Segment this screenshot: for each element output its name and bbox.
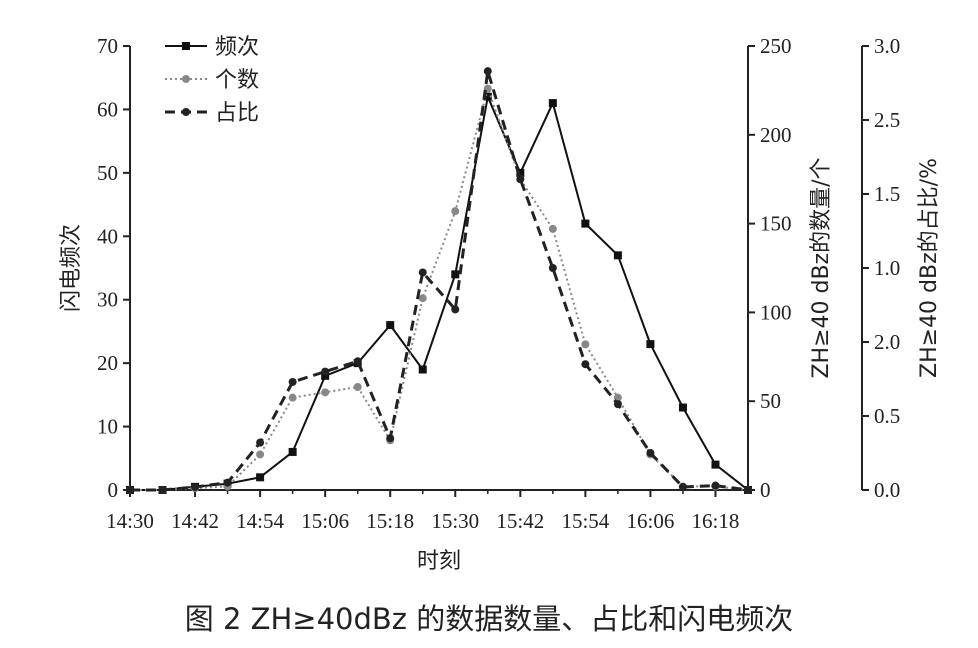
legend-item: 占比 bbox=[165, 101, 259, 126]
right2-tick-label: 2.0 bbox=[874, 330, 900, 354]
data-point bbox=[418, 365, 427, 374]
x-tick-label: 15:06 bbox=[301, 509, 349, 533]
data-point bbox=[581, 340, 590, 349]
data-point bbox=[451, 270, 460, 279]
legend-swatch-marker bbox=[182, 108, 190, 116]
data-point bbox=[646, 340, 655, 349]
legend-item: 个数 bbox=[165, 68, 259, 93]
right1-tick-label: 100 bbox=[760, 300, 792, 324]
series-layer bbox=[126, 67, 752, 494]
data-point bbox=[548, 99, 557, 108]
right1-axis-label: ZH≥40 dBz的数量/个 bbox=[809, 157, 834, 378]
data-point bbox=[516, 175, 525, 184]
x-tick-label: 16:06 bbox=[626, 509, 674, 533]
left-tick-label: 0 bbox=[108, 478, 119, 502]
data-point bbox=[678, 483, 687, 492]
data-point bbox=[288, 377, 297, 386]
left-axis-label: 闪电频次 bbox=[59, 224, 84, 312]
legend-swatch-marker bbox=[182, 75, 190, 83]
right2-tick-label: 1.5 bbox=[874, 182, 900, 206]
left-tick-label: 10 bbox=[97, 415, 118, 439]
chart: 14:30 14:42 14:54 15:06 15:18 15:30 15:42 15:54… bbox=[59, 34, 942, 574]
right2-tick-label: 0.0 bbox=[874, 478, 900, 502]
data-point bbox=[126, 486, 134, 494]
data-point bbox=[158, 486, 167, 494]
data-point bbox=[321, 371, 330, 380]
data-point bbox=[353, 382, 362, 391]
data-point bbox=[711, 481, 720, 490]
x-tick-label: 14:54 bbox=[236, 509, 284, 533]
data-point bbox=[646, 449, 655, 457]
x-tick-label: 14:42 bbox=[171, 509, 219, 533]
data-point bbox=[548, 264, 557, 272]
data-point bbox=[678, 403, 687, 412]
data-point bbox=[321, 367, 330, 376]
left-tick-label: 50 bbox=[97, 161, 118, 185]
axes: 14:30 14:42 14:54 15:06 15:18 15:30 15:42 15:54… bbox=[59, 34, 942, 574]
data-point bbox=[256, 473, 265, 482]
x-tick-label: 15:30 bbox=[431, 509, 479, 533]
right2-tick-label: 0.5 bbox=[874, 404, 900, 428]
data-point bbox=[613, 251, 622, 260]
figure-caption: 图 2 ZH≥40dBz 的数据数量、占比和闪电频次 bbox=[184, 602, 794, 636]
right1-tick-label: 250 bbox=[760, 34, 792, 58]
data-point bbox=[451, 305, 460, 314]
data-point bbox=[613, 400, 622, 409]
left-tick-label: 20 bbox=[97, 351, 118, 375]
data-point bbox=[548, 224, 557, 233]
data-point bbox=[353, 357, 362, 366]
left-tick-label: 40 bbox=[97, 224, 118, 248]
legend-swatch-marker bbox=[182, 42, 190, 50]
data-point bbox=[581, 360, 590, 369]
data-point bbox=[483, 67, 492, 76]
series-line bbox=[130, 95, 749, 491]
legend-label: 占比 bbox=[215, 101, 259, 126]
x-tick-label: 16:18 bbox=[692, 509, 740, 533]
data-point bbox=[451, 207, 460, 216]
data-point bbox=[418, 294, 427, 303]
right2-tick-label: 3.0 bbox=[874, 34, 900, 58]
data-point bbox=[256, 438, 265, 447]
series-1 bbox=[126, 92, 752, 494]
data-point bbox=[191, 483, 200, 492]
right1-tick-label: 200 bbox=[760, 123, 792, 147]
data-point bbox=[418, 268, 427, 277]
right2-axis-label: ZH≥40 dBz的占比/% bbox=[917, 158, 942, 378]
series-line bbox=[130, 69, 749, 492]
data-point bbox=[386, 434, 395, 443]
x-tick-label: 15:54 bbox=[561, 509, 609, 533]
data-point bbox=[711, 460, 720, 469]
data-point bbox=[386, 321, 395, 330]
data-point bbox=[744, 486, 752, 494]
data-point bbox=[256, 450, 265, 459]
x-tick-label: 15:18 bbox=[366, 509, 414, 533]
right1-tick-label: 150 bbox=[760, 212, 792, 236]
right1-tick-label: 0 bbox=[760, 478, 771, 502]
data-point bbox=[288, 447, 297, 456]
x-tick-label: 15:42 bbox=[496, 509, 544, 533]
data-point bbox=[321, 388, 330, 397]
data-point bbox=[483, 92, 492, 101]
left-tick-label: 30 bbox=[97, 288, 118, 312]
right2-tick-label: 2.5 bbox=[874, 108, 900, 132]
legend-label: 频次 bbox=[215, 35, 259, 60]
legend-item: 频次 bbox=[165, 35, 259, 60]
data-point bbox=[581, 219, 590, 228]
series-3 bbox=[126, 67, 752, 494]
data-point bbox=[288, 393, 297, 402]
x-tick-label: 14:30 bbox=[106, 509, 154, 533]
left-tick-label: 70 bbox=[97, 34, 118, 58]
data-point bbox=[223, 478, 232, 487]
data-point bbox=[516, 168, 525, 177]
legend-label: 个数 bbox=[215, 68, 259, 93]
right1-tick-label: 50 bbox=[760, 389, 781, 413]
x-axis-label: 时刻 bbox=[417, 549, 461, 574]
left-tick-label: 60 bbox=[97, 97, 118, 121]
right2-tick-label: 1.0 bbox=[874, 256, 900, 280]
